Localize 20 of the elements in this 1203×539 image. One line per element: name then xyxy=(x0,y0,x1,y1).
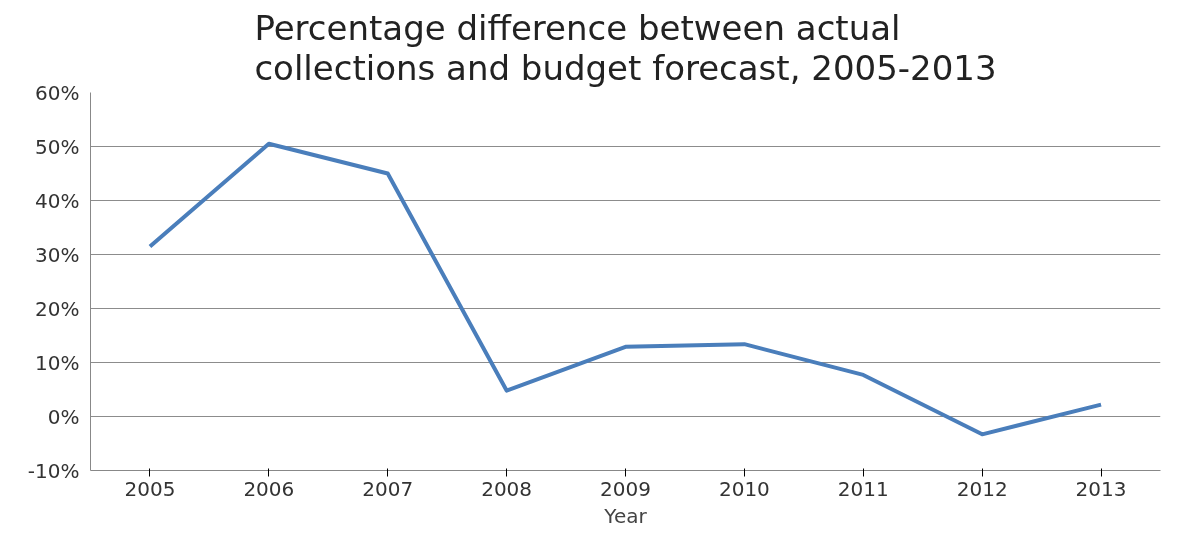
x-tick-label: 2009 xyxy=(600,476,651,501)
x-tick-label: 2011 xyxy=(837,476,889,501)
x-tick-label: 2007 xyxy=(362,476,414,501)
y-tick-label: 0% xyxy=(47,404,80,429)
x-tick-label: 2005 xyxy=(124,476,176,501)
y-tick-label: 30% xyxy=(35,242,80,267)
y-tick-label: 60% xyxy=(35,80,80,105)
x-tick-label: 2012 xyxy=(956,476,1008,501)
y-tick-label: 50% xyxy=(35,134,80,159)
y-tick-label: 10% xyxy=(35,350,80,375)
y-tick-label: 40% xyxy=(35,188,80,213)
line-series xyxy=(147,141,1104,437)
x-tick-label: 2013 xyxy=(1075,476,1127,501)
chart-title: Percentage difference between actual collections and budget forecast, 2005-2013 xyxy=(254,7,997,88)
x-tick-label: 2008 xyxy=(481,476,533,501)
x-tick-label: 2006 xyxy=(243,476,295,501)
x-tick-label: 2010 xyxy=(718,476,770,501)
y-tick-label: 20% xyxy=(35,296,80,321)
y-tick-label: -10% xyxy=(27,458,80,483)
x-axis-title: Year xyxy=(603,503,648,528)
